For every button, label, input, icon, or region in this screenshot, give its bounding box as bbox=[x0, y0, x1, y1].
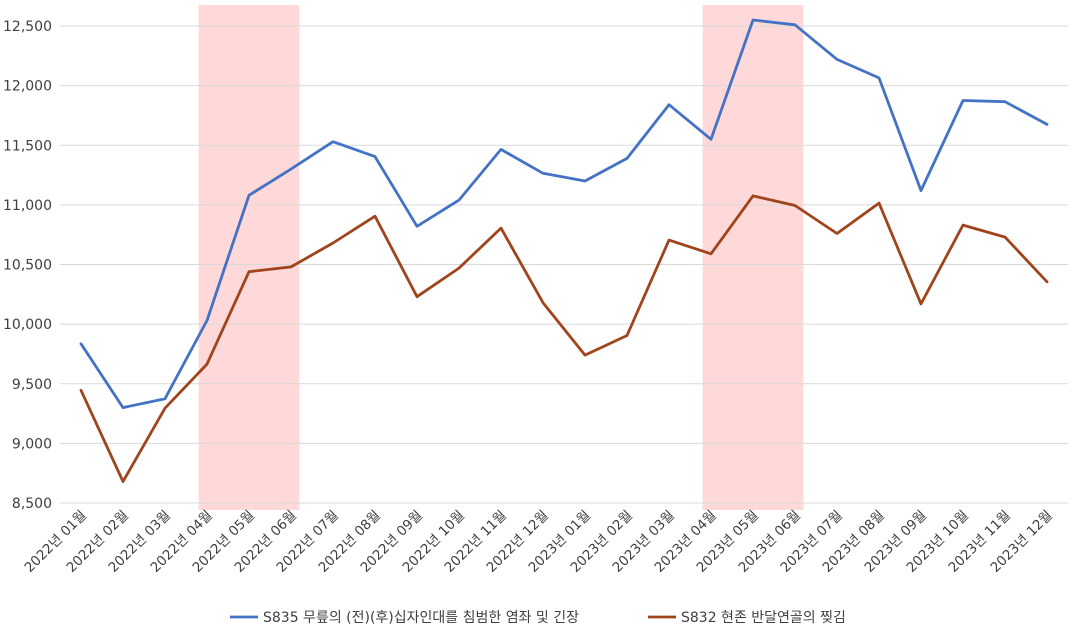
legend-label-2: S832 현존 반달연골의 찢김 bbox=[681, 610, 846, 626]
shaded-regions bbox=[198, 5, 804, 510]
y-tick-label: 10,000 bbox=[3, 317, 52, 333]
legend-label-1: S835 무릎의 (전)(후)십자인대를 침범한 염좌 및 긴장 bbox=[263, 610, 579, 626]
y-tick-label: 9,500 bbox=[12, 377, 52, 393]
gridlines bbox=[60, 25, 1068, 504]
series-line-2 bbox=[79, 194, 1049, 483]
y-tick-label: 10,500 bbox=[3, 258, 52, 274]
shaded-region-1 bbox=[198, 5, 300, 510]
series-lines bbox=[79, 18, 1049, 483]
y-tick-label: 12,500 bbox=[3, 19, 52, 35]
legend: S835 무릎의 (전)(후)십자인대를 침범한 염좌 및 긴장 S832 현존 … bbox=[230, 610, 846, 626]
y-tick-label: 11,500 bbox=[3, 138, 52, 154]
y-tick-label: 11,000 bbox=[3, 198, 52, 214]
y-tick-label: 8,500 bbox=[12, 496, 52, 512]
y-tick-label: 12,000 bbox=[3, 79, 52, 95]
shaded-region-2 bbox=[702, 5, 804, 510]
y-axis-ticks: 8,500 9,000 9,500 10,000 10,500 11,000 11,500 1… bbox=[3, 19, 52, 512]
y-tick-label: 9,000 bbox=[12, 436, 52, 452]
series-line-1 bbox=[79, 18, 1049, 409]
